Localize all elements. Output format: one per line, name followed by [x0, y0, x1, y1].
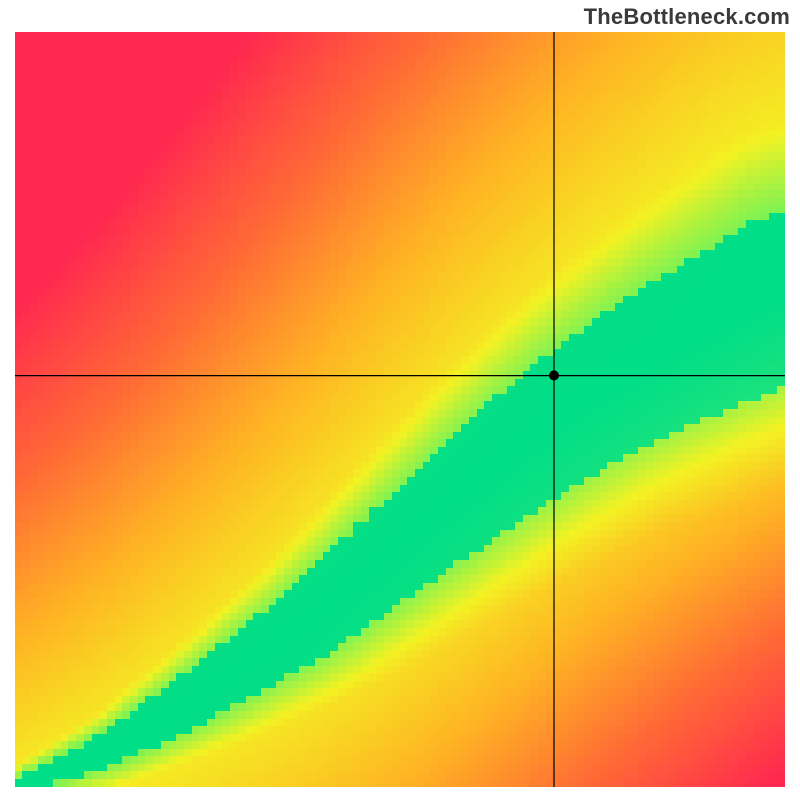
bottleneck-heatmap [15, 32, 785, 787]
source-watermark: TheBottleneck.com [584, 4, 790, 30]
chart-container: TheBottleneck.com [0, 0, 800, 800]
